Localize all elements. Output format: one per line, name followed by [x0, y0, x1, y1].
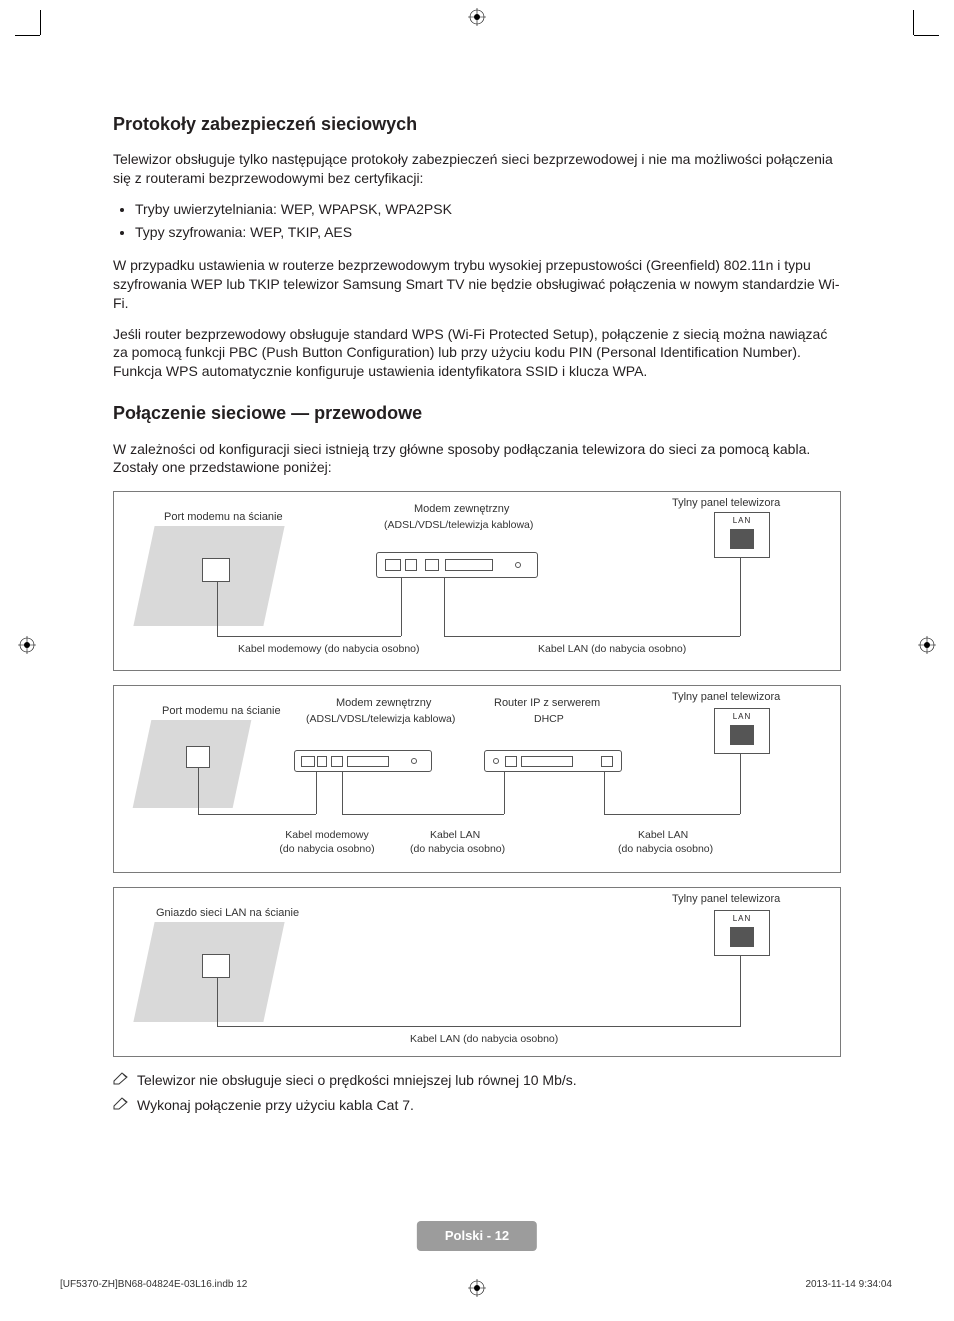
diagram-3: Gniazdo sieci LAN na ścianie Tylny panel…: [113, 887, 841, 1057]
label-modem: Modem zewnętrzny: [414, 502, 509, 517]
intro-paragraph: Telewizor obsługuje tylko następujące pr…: [113, 150, 843, 188]
label-cable-modem-2b: (do nabycia osobno): [262, 842, 392, 856]
label-modem-sub: (ADSL/VDSL/telewizja kablowa): [306, 712, 455, 726]
label-cable-lan-2b: (do nabycia osobno): [410, 842, 505, 856]
list-item: Typy szyfrowania: WEP, TKIP, AES: [135, 223, 843, 242]
label-tv-panel: Tylny panel telewizora: [672, 496, 780, 511]
label-lan: LAN: [715, 914, 769, 925]
diagram-2: Port modemu na ścianie Modem zewnętrzny …: [113, 685, 841, 873]
note-row: Wykonaj połączenie przy użyciu kabla Cat…: [113, 1096, 843, 1115]
note-icon: [113, 1096, 129, 1115]
label-router-sub: DHCP: [534, 712, 564, 726]
label-cable-lan-2a: Kabel LAN: [638, 828, 688, 842]
protocol-list: Tryby uwierzytelniania: WEP, WPAPSK, WPA…: [113, 200, 843, 242]
label-cable-lan: Kabel LAN (do nabycia osobno): [538, 642, 686, 656]
registration-mark-icon: [918, 636, 936, 654]
footer-timestamp: 2013-11-14 9:34:04: [805, 1278, 892, 1292]
label-tv-panel: Tylny panel telewizora: [672, 892, 780, 907]
paragraph: Jeśli router bezprzewodowy obsługuje sta…: [113, 325, 843, 382]
label-cable-lan: Kabel LAN (do nabycia osobno): [410, 1032, 558, 1046]
label-cable-modem: Kabel modemowy (do nabycia osobno): [238, 642, 420, 656]
label-modem-sub: (ADSL/VDSL/telewizja kablowa): [384, 518, 533, 532]
label-modem: Modem zewnętrzny: [336, 696, 431, 711]
diagram-1: Port modemu na ścianie Modem zewnętrzny …: [113, 491, 841, 671]
label-wall-lan: Gniazdo sieci LAN na ścianie: [156, 906, 299, 921]
label-cable-modem-2a: Kabel modemowy: [262, 828, 392, 842]
paragraph: W przypadku ustawienia w routerze bezprz…: [113, 256, 843, 313]
note-row: Telewizor nie obsługuje sieci o prędkośc…: [113, 1071, 843, 1090]
label-tv-panel: Tylny panel telewizora: [672, 690, 780, 705]
note-text: Telewizor nie obsługuje sieci o prędkośc…: [137, 1071, 577, 1090]
note-text: Wykonaj połączenie przy użyciu kabla Cat…: [137, 1096, 414, 1115]
label-cable-lan-2a: Kabel LAN: [430, 828, 480, 842]
registration-mark-icon: [18, 636, 36, 654]
label-cable-lan-2b: (do nabycia osobno): [618, 842, 713, 856]
footer-file-info: [UF5370-ZH]BN68-04824E-03L16.indb 12: [60, 1278, 247, 1292]
registration-mark-icon: [468, 1279, 486, 1297]
page-footer-pill: Polski - 12: [417, 1221, 537, 1251]
label-router: Router IP z serwerem: [494, 696, 600, 711]
heading-security-protocols: Protokoły zabezpieczeń sieciowych: [113, 112, 843, 136]
label-wall-modem: Port modemu na ścianie: [162, 704, 281, 719]
label-lan: LAN: [715, 516, 769, 527]
note-icon: [113, 1071, 129, 1090]
paragraph: W zależności od konfiguracji sieci istni…: [113, 440, 843, 478]
registration-mark-icon: [468, 8, 486, 26]
list-item: Tryby uwierzytelniania: WEP, WPAPSK, WPA…: [135, 200, 843, 219]
label-wall-modem: Port modemu na ścianie: [164, 510, 283, 525]
heading-wired-connection: Połączenie sieciowe — przewodowe: [113, 401, 843, 425]
label-lan: LAN: [715, 712, 769, 723]
